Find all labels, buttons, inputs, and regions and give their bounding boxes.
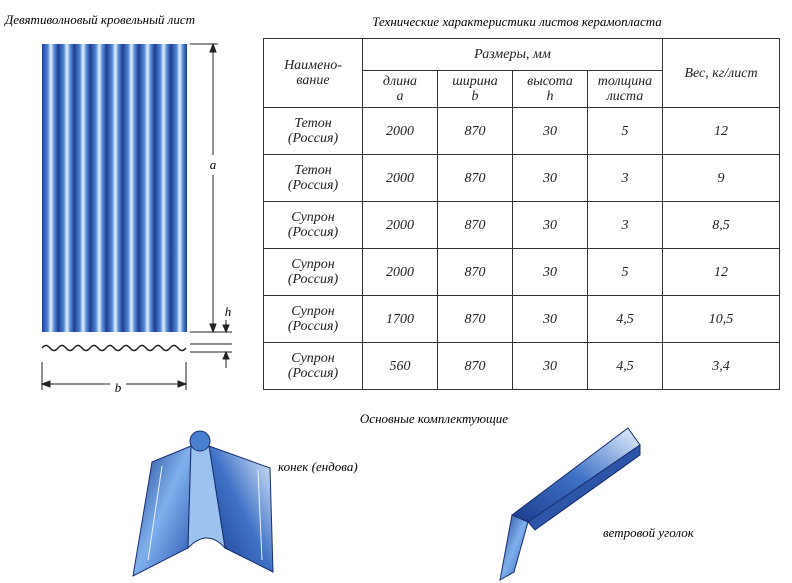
- value-cell: 10,5: [662, 295, 780, 343]
- header-cell: высота h: [512, 70, 588, 108]
- value-cell: 2000: [362, 107, 438, 155]
- dim-h: h: [225, 304, 232, 319]
- sheet-profile: [41, 344, 187, 352]
- name-cell: Супрон (Россия): [263, 248, 363, 296]
- value-cell: 30: [512, 342, 588, 390]
- name-cell: Супрон (Россия): [263, 342, 363, 390]
- table-title: Технические характеристики листов керамо…: [372, 14, 662, 29]
- value-cell: 3,4: [662, 342, 780, 390]
- value-cell: 2000: [362, 248, 438, 296]
- value-cell: 870: [437, 248, 513, 296]
- value-cell: 30: [512, 154, 588, 202]
- header-cell: ширина b: [437, 70, 513, 108]
- header-cell: Размеры, мм: [362, 38, 663, 71]
- value-cell: 3: [587, 154, 663, 202]
- spec-table: Наимено- вание Размеры, мм Вес, кг/лист дл…: [263, 38, 780, 390]
- table-row: Тетон (Россия) 2000 870 30 5 12: [263, 107, 780, 155]
- header-cell: длина a: [362, 70, 438, 108]
- value-cell: 30: [512, 201, 588, 249]
- value-cell: 4,5: [587, 295, 663, 343]
- ridge-drawing: [132, 430, 274, 577]
- dim-b: b: [115, 380, 122, 395]
- table-row: Супрон (Россия) 560 870 30 4,5 3,4: [263, 342, 780, 390]
- header-cell: Вес, кг/лист: [662, 38, 780, 108]
- value-cell: 1700: [362, 295, 438, 343]
- table-row: Супрон (Россия) 2000 870 30 3 8,5: [263, 201, 780, 249]
- wind-label: ветровой уголок: [603, 525, 695, 540]
- value-cell: 4,5: [587, 342, 663, 390]
- table-row: Тетон (Россия) 2000 870 30 3 9: [263, 154, 780, 202]
- value-cell: 2000: [362, 154, 438, 202]
- value-cell: 30: [512, 295, 588, 343]
- value-cell: 560: [362, 342, 438, 390]
- name-cell: Супрон (Россия): [263, 295, 363, 343]
- value-cell: 870: [437, 154, 513, 202]
- value-cell: 870: [437, 295, 513, 343]
- header-cell: Наимено- вание: [263, 38, 363, 108]
- dimension-lines: [40, 42, 232, 390]
- table-row: Супрон (Россия) 2000 870 30 5 12: [263, 248, 780, 296]
- dim-a: a: [210, 157, 217, 172]
- sheet-title: Девятиволновый кровельный лист: [3, 12, 195, 27]
- value-cell: 870: [437, 201, 513, 249]
- value-cell: 5: [587, 107, 663, 155]
- name-cell: Тетон (Россия): [263, 107, 363, 155]
- value-cell: 870: [437, 342, 513, 390]
- value-cell: 870: [437, 107, 513, 155]
- accessories-title: Основные комплектующие: [360, 411, 508, 426]
- table-row: Супрон (Россия) 1700 870 30 4,5 10,5: [263, 295, 780, 343]
- value-cell: 8,5: [662, 201, 780, 249]
- wind-angle-drawing: [499, 427, 641, 581]
- value-cell: 5: [587, 248, 663, 296]
- value-cell: 2000: [362, 201, 438, 249]
- value-cell: 9: [662, 154, 780, 202]
- value-cell: 3: [587, 201, 663, 249]
- value-cell: 30: [512, 248, 588, 296]
- header-cell: толщина листа: [587, 70, 663, 108]
- value-cell: 30: [512, 107, 588, 155]
- name-cell: Супрон (Россия): [263, 201, 363, 249]
- value-cell: 12: [662, 107, 780, 155]
- value-cell: 12: [662, 248, 780, 296]
- corrugated-sheet: [42, 44, 187, 332]
- ridge-label: конек (ендова): [278, 459, 358, 474]
- name-cell: Тетон (Россия): [263, 154, 363, 202]
